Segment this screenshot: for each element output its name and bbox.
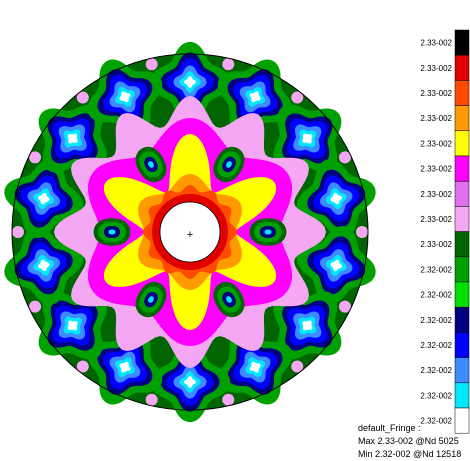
outer-spot xyxy=(38,259,50,272)
legend-label: 2.33-002 xyxy=(420,89,452,98)
edge-fleck xyxy=(291,360,304,373)
legend-label: 2.32-002 xyxy=(420,341,452,350)
legend-swatch xyxy=(454,256,470,283)
legend-swatch xyxy=(454,54,470,81)
edge-fleck xyxy=(356,226,368,238)
outer-spot xyxy=(184,76,196,88)
inner-spot xyxy=(108,229,116,235)
legend-swatch xyxy=(454,180,470,207)
edge-fleck xyxy=(338,151,351,164)
legend-label: 2.33-002 xyxy=(420,114,452,123)
outer-spot xyxy=(330,192,342,205)
legend-swatch xyxy=(454,105,470,132)
inner-spot xyxy=(148,296,154,303)
outer-spot xyxy=(249,361,261,373)
legend-swatch xyxy=(454,382,470,409)
edge-fleck xyxy=(145,58,158,71)
edge-fleck xyxy=(76,91,89,104)
legend-label: 2.33-002 xyxy=(420,190,452,199)
edge-fleck xyxy=(338,300,351,313)
outer-spot xyxy=(119,361,131,373)
legend-label: 2.33-002 xyxy=(420,165,452,174)
outer-spot xyxy=(302,133,313,144)
legend-swatch xyxy=(454,29,470,56)
legend-label: 2.33-002 xyxy=(420,240,452,249)
legend-label: 2.32-002 xyxy=(420,291,452,300)
outer-spot xyxy=(184,376,196,388)
legend-swatch xyxy=(454,206,470,232)
footer-line: default_Fringe : xyxy=(358,423,421,433)
edge-fleck xyxy=(12,226,24,238)
legend-swatch xyxy=(454,130,470,157)
outer-spot xyxy=(249,91,261,103)
edge-fleck xyxy=(291,91,304,104)
legend-label: 2.33-002 xyxy=(420,39,452,48)
inner-spot xyxy=(226,161,232,168)
legend-label: 2.33-002 xyxy=(420,64,452,73)
legend-swatch xyxy=(454,407,470,434)
outer-spot xyxy=(119,91,131,103)
edge-fleck xyxy=(76,360,89,373)
legend-swatch xyxy=(454,357,470,384)
outer-spot xyxy=(67,320,78,331)
outer-spot xyxy=(302,320,313,331)
legend-label: 2.32-002 xyxy=(420,316,452,325)
plate-edge xyxy=(11,53,369,411)
footer-line: Max 2.33-002 @Nd 5025 xyxy=(358,436,459,446)
edge-fleck xyxy=(29,300,42,313)
legend-label: 2.32-002 xyxy=(420,265,452,274)
outer-spot xyxy=(67,133,78,144)
legend-label: 2.32-002 xyxy=(420,391,452,400)
legend-swatch xyxy=(454,80,470,106)
inner-spot xyxy=(226,296,232,303)
inner-spot xyxy=(148,161,154,168)
outer-spot xyxy=(330,259,342,272)
edge-fleck xyxy=(29,151,42,164)
legend-swatch xyxy=(454,306,470,333)
legend-swatch xyxy=(454,231,470,258)
hole xyxy=(159,201,221,263)
legend-label: 2.33-002 xyxy=(420,215,452,224)
outer-spot xyxy=(38,192,50,205)
inner-spot xyxy=(264,229,272,235)
center-marker: + xyxy=(187,229,193,241)
legend-swatch xyxy=(454,332,470,358)
legend-swatch xyxy=(454,281,470,308)
edge-fleck xyxy=(222,58,235,71)
footer-line: Min 2.32-002 @Nd 12518 xyxy=(358,449,461,459)
legend-label: 2.32-002 xyxy=(420,366,452,375)
legend-label: 2.32-002 xyxy=(420,417,452,426)
edge-fleck xyxy=(145,393,158,406)
legend-label: 2.33-002 xyxy=(420,139,452,148)
legend-swatch xyxy=(454,155,470,182)
edge-fleck xyxy=(222,393,235,406)
